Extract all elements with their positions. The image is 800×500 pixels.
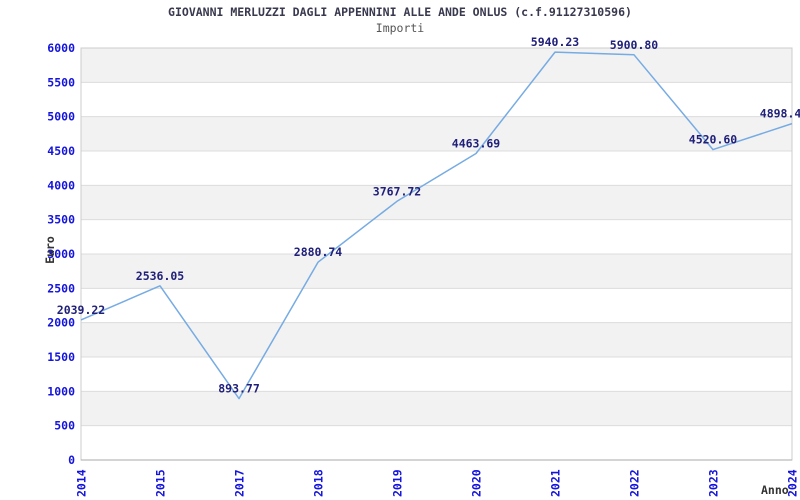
plot-band: [81, 116, 792, 151]
x-tick-label: 2015: [154, 469, 168, 497]
y-tick-label: 1000: [47, 384, 75, 398]
plot-band: [81, 357, 792, 392]
y-axis-title: Euro: [43, 236, 57, 264]
plot-band: [81, 288, 792, 323]
plot-band: [81, 391, 792, 426]
y-tick-label: 2500: [47, 281, 75, 295]
chart-title: GIOVANNI MERLUZZI DAGLI APPENNINI ALLE A…: [168, 5, 632, 19]
y-tick-label: 4500: [47, 144, 75, 158]
x-tick-label: 2018: [312, 469, 326, 497]
x-tick-label: 2024: [786, 469, 800, 497]
plot-band: [81, 185, 792, 220]
y-tick-label: 1500: [47, 350, 75, 364]
value-label: 2880.74: [294, 245, 343, 259]
y-tick-label: 4000: [47, 178, 75, 192]
y-tick-label: 500: [54, 419, 75, 433]
y-tick-label: 3500: [47, 213, 75, 227]
value-label: 3767.72: [373, 184, 421, 198]
value-label: 5900.80: [610, 38, 659, 52]
y-tick-label: 0: [68, 453, 75, 467]
value-label: 2536.05: [136, 269, 185, 283]
plot-band: [81, 151, 792, 186]
value-label: 4898.44: [760, 107, 800, 121]
value-label: 5940.23: [531, 35, 580, 49]
y-tick-label: 3000: [47, 247, 75, 261]
x-tick-label: 2019: [391, 469, 405, 497]
y-tick-label: 5000: [47, 110, 75, 124]
x-tick-label: 2014: [75, 469, 89, 497]
value-label: 4520.60: [689, 133, 738, 147]
value-label: 2039.22: [57, 303, 105, 317]
plot-band: [81, 48, 792, 83]
plot-band: [81, 219, 792, 254]
y-tick-label: 5500: [47, 75, 75, 89]
y-tick-label: 2000: [47, 316, 75, 330]
data-line: [80, 51, 793, 400]
value-label: 4463.69: [452, 136, 501, 150]
x-tick-label: 2023: [707, 469, 721, 497]
plot-band: [81, 82, 792, 117]
chart-subtitle: Importi: [375, 21, 425, 35]
plot-band: [81, 254, 792, 289]
plot-band: [81, 425, 792, 460]
x-tick-label: 2017: [233, 469, 247, 497]
x-tick-label: 2022: [628, 469, 642, 497]
x-tick-label: 2021: [549, 469, 563, 497]
x-axis-title: Anno: [761, 483, 789, 497]
x-tick-label: 2020: [470, 469, 484, 497]
plot-band: [81, 322, 792, 357]
y-tick-label: 6000: [47, 41, 75, 55]
value-label: 893.77: [218, 382, 260, 396]
